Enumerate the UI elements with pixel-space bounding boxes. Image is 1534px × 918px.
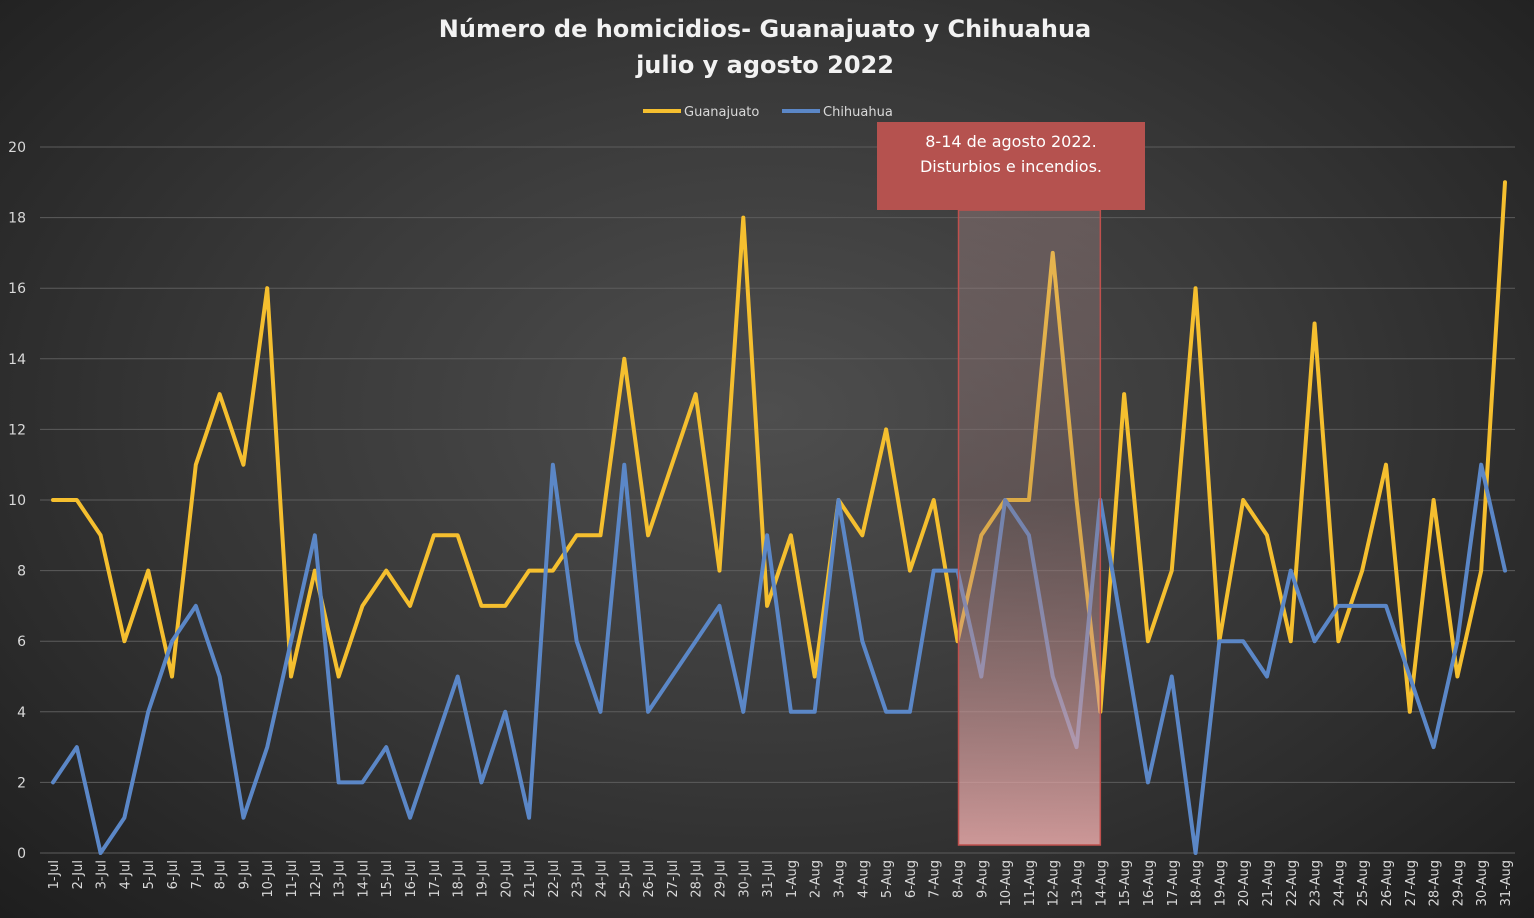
x-tick-label: 30-Aug [1475,860,1490,906]
x-tick-label: 12-Jul [309,860,324,898]
x-tick-label: 10-Aug [999,860,1014,906]
x-tick-label: 7-Aug [928,860,943,898]
legend: Guanajuato Chihuahua [643,105,893,120]
y-tick-label: 14 [8,352,26,368]
annotation-box [877,122,1145,210]
x-tick-label: 18-Jul [452,860,467,898]
y-tick-label: 10 [8,493,26,509]
x-tick-label: 9-Jul [237,860,252,889]
x-tick-label: 2-Jul [71,860,86,889]
x-tick-label: 11-Aug [1023,860,1038,906]
y-tick-label: 8 [17,564,26,580]
x-tick-label: 30-Jul [737,860,752,898]
y-tick-label: 0 [17,846,26,862]
x-tick-label: 27-Aug [1404,860,1419,906]
x-tick-label: 28-Jul [690,860,705,898]
x-tick-label: 12-Aug [1047,860,1062,906]
x-tick-label: 13-Jul [333,860,348,898]
highlight-period-rect [957,209,1102,846]
x-tick-label: 9-Aug [975,860,990,898]
x-tick-label: 26-Aug [1380,860,1395,906]
x-tick-label: 8-Jul [214,860,229,889]
x-tick-label: 3-Aug [833,860,848,898]
x-tick-label: 3-Jul [95,860,110,889]
x-tick-label: 10-Jul [261,860,276,898]
series-line-guanajuato [51,180,1507,714]
x-tick-label: 24-Jul [594,860,609,898]
x-tick-label: 16-Jul [404,860,419,898]
x-tick-label: 15-Aug [1118,860,1133,906]
annotation-text-line-2: Disturbios e incendios. [920,157,1102,176]
x-tick-label: 20-Aug [1237,860,1252,906]
x-tick-label: 31-Aug [1499,860,1514,906]
legend-label-guanajuato: Guanajuato [684,105,759,120]
y-tick-label: 2 [17,775,26,791]
x-tick-label: 1-Jul [47,860,62,889]
x-tick-label: 4-Jul [118,860,133,889]
y-tick-label: 20 [8,140,26,156]
x-tick-label: 14-Jul [356,860,371,898]
x-tick-label: 16-Aug [1142,860,1157,906]
y-tick-label: 12 [8,422,26,438]
y-tick-label: 18 [8,211,26,227]
x-tick-label: 24-Aug [1332,860,1347,906]
x-tick-label: 1-Aug [785,860,800,898]
x-tick-label: 22-Jul [547,860,562,898]
x-tick-label: 27-Jul [666,860,681,898]
x-tick-label: 11-Jul [285,860,300,898]
x-tick-label: 22-Aug [1285,860,1300,906]
y-tick-label: 4 [17,705,26,721]
x-tick-label: 18-Aug [1190,860,1205,906]
x-tick-label: 21-Aug [1261,860,1276,906]
x-tick-label: 29-Jul [713,860,728,898]
x-tick-label: 17-Aug [1166,860,1181,906]
x-tick-label: 5-Aug [880,860,895,898]
x-tick-label: 20-Jul [499,860,514,898]
x-tick-label: 8-Aug [952,860,967,898]
y-tick-label: 16 [8,281,26,297]
chart-title-line-1: Número de homicidios- Guanajuato y Chihu… [439,15,1091,43]
x-tick-label: 19-Aug [1213,860,1228,906]
x-tick-label: 29-Aug [1451,860,1466,906]
x-tick-label: 7-Jul [190,860,205,889]
x-tick-label: 13-Aug [1071,860,1086,906]
legend-label-chihuahua: Chihuahua [823,105,893,120]
x-tick-label: 31-Jul [761,860,776,898]
x-tick-label: 5-Jul [142,860,157,889]
x-tick-label: 28-Aug [1428,860,1443,906]
x-tick-label: 4-Aug [856,860,871,898]
x-tick-label: 23-Jul [571,860,586,898]
x-tick-label: 23-Aug [1309,860,1324,906]
chart-title-line-2: julio y agosto 2022 [635,51,894,79]
y-tick-label: 6 [17,634,26,650]
x-tick-label: 19-Jul [475,860,490,898]
x-tick-label: 6-Aug [904,860,919,898]
annotation-text-line-1: 8-14 de agosto 2022. [925,132,1097,151]
series-line-chihuahua [51,462,1507,855]
x-tick-label: 15-Jul [380,860,395,898]
x-tick-label: 6-Jul [166,860,181,889]
x-tick-label: 25-Jul [618,860,633,898]
x-tick-label: 17-Jul [428,860,443,898]
x-tick-label: 25-Aug [1356,860,1371,906]
x-tick-label: 2-Aug [809,860,824,898]
x-tick-label: 14-Aug [1094,860,1109,906]
x-tick-label: 26-Jul [642,860,657,898]
x-tick-label: 21-Jul [523,860,538,898]
